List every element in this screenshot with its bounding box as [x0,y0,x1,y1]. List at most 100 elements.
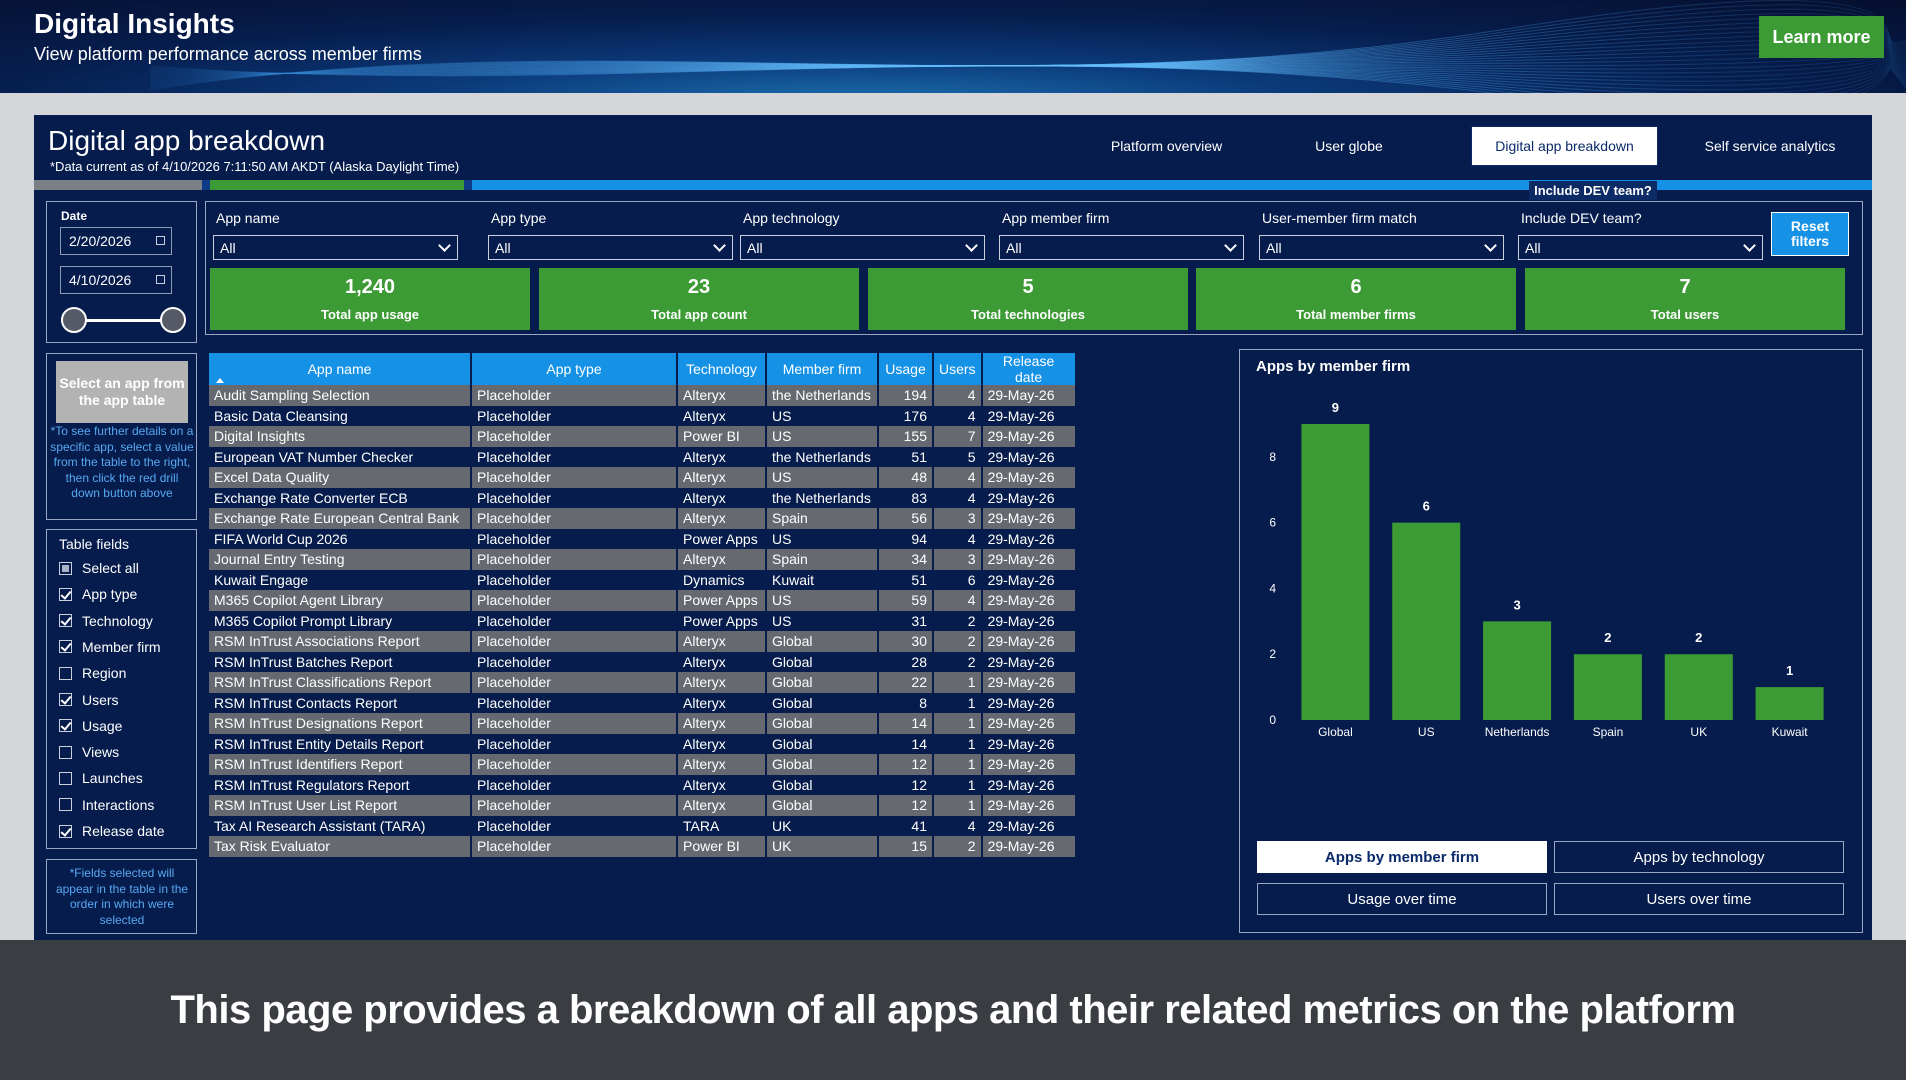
table-cell[interactable]: Global [766,692,879,713]
table-cell[interactable]: 29-May-26 [981,385,1077,406]
table-cell[interactable]: 29-May-26 [981,651,1077,672]
table-cell[interactable]: 2 [933,631,983,652]
table-cell[interactable]: 15 [878,836,934,857]
select-app-button[interactable]: Select an app from the app table [56,361,188,423]
table-cell[interactable]: 12 [878,754,934,775]
column-header-usage[interactable]: Usage [878,353,934,385]
table-cell[interactable]: 6 [933,569,983,590]
table-cell[interactable]: Exchange Rate Converter ECB [209,487,472,508]
table-row[interactable]: Kuwait Engage Placeholder Dynamics Kuwait 51… [209,569,1077,590]
column-header-release-date[interactable]: Release date [981,353,1077,385]
checkbox[interactable] [59,824,72,838]
table-cell[interactable]: Global [766,754,879,775]
table-cell[interactable]: 41 [878,815,934,836]
checkbox[interactable] [59,561,72,575]
table-cell[interactable]: 29-May-26 [981,446,1077,467]
table-cell[interactable]: Alteryx [677,733,767,754]
table-cell[interactable]: 2 [933,610,983,631]
table-cell[interactable]: Global [766,795,879,816]
table-cell[interactable]: Power Apps [677,528,767,549]
table-cell[interactable]: Placeholder [471,836,678,857]
table-cell[interactable]: 29-May-26 [981,692,1077,713]
table-cell[interactable]: Placeholder [471,508,678,529]
apps-by-technology-button[interactable]: Apps by technology [1554,841,1844,873]
table-cell[interactable]: Placeholder [471,795,678,816]
table-cell[interactable]: 29-May-26 [981,549,1077,570]
table-row[interactable]: Basic Data Cleansing Placeholder Alteryx US… [209,405,1077,426]
table-cell[interactable]: RSM InTrust Classifications Report [209,672,472,693]
table-cell[interactable]: RSM InTrust Batches Report [209,651,472,672]
table-cell[interactable]: Exchange Rate European Central Bank [209,508,472,529]
table-row[interactable]: RSM InTrust Designations Report Placehold… [209,713,1077,734]
table-cell[interactable]: 4 [933,405,983,426]
table-cell[interactable]: 3 [933,549,983,570]
table-cell[interactable]: US [766,405,879,426]
table-cell[interactable]: Placeholder [471,713,678,734]
table-cell[interactable]: 51 [878,569,934,590]
table-cell[interactable]: US [766,467,879,488]
table-cell[interactable]: 29-May-26 [981,467,1077,488]
apps-by-member-firm-button[interactable]: Apps by member firm [1257,841,1547,873]
table-cell[interactable]: 48 [878,467,934,488]
table-cell[interactable]: Audit Sampling Selection [209,385,472,406]
table-cell[interactable]: 56 [878,508,934,529]
usage-over-time-button[interactable]: Usage over time [1257,883,1547,915]
table-cell[interactable]: 29-May-26 [981,487,1077,508]
users-over-time-button[interactable]: Users over time [1554,883,1844,915]
field-option[interactable]: Technology [59,613,153,629]
table-cell[interactable]: US [766,610,879,631]
filter-dropdown[interactable]: All [1518,235,1763,260]
table-row[interactable]: RSM InTrust Identifiers Report Placeholde… [209,754,1077,775]
field-option[interactable]: Usage [59,718,122,734]
table-cell[interactable]: 4 [933,487,983,508]
table-cell[interactable]: 30 [878,631,934,652]
table-cell[interactable]: 7 [933,426,983,447]
filter-dropdown[interactable]: All [740,235,985,260]
table-cell[interactable]: 28 [878,651,934,672]
table-cell[interactable]: 59 [878,590,934,611]
table-row[interactable]: RSM InTrust Contacts Report Placeholder Al… [209,692,1077,713]
table-cell[interactable]: 29-May-26 [981,795,1077,816]
table-cell[interactable]: RSM InTrust Identifiers Report [209,754,472,775]
table-cell[interactable]: US [766,528,879,549]
table-cell[interactable]: 4 [933,528,983,549]
date-slider-start-handle[interactable] [61,307,87,333]
tab-user-globe[interactable]: User globe [1315,138,1383,154]
chevron-down-icon[interactable] [438,239,451,252]
table-cell[interactable]: 29-May-26 [981,569,1077,590]
bar-uk[interactable] [1664,654,1733,720]
table-row[interactable]: M365 Copilot Agent Library Placeholder Pow… [209,590,1077,611]
table-row[interactable]: RSM InTrust Entity Details Report Placeho… [209,733,1077,754]
table-cell[interactable]: 29-May-26 [981,508,1077,529]
table-cell[interactable]: Global [766,713,879,734]
bar-us[interactable] [1392,522,1461,720]
table-row[interactable]: RSM InTrust Regulators Report Placeholder… [209,774,1077,795]
table-cell[interactable]: 29-May-26 [981,405,1077,426]
table-cell[interactable]: 4 [933,467,983,488]
table-cell[interactable]: 5 [933,446,983,467]
start-date-input[interactable]: 2/20/2026 [60,227,172,255]
calendar-icon[interactable] [156,275,165,284]
table-cell[interactable]: Power Apps [677,610,767,631]
tab-digital-app-breakdown[interactable]: Digital app breakdown [1471,126,1658,166]
table-cell[interactable]: Basic Data Cleansing [209,405,472,426]
table-cell[interactable]: Global [766,651,879,672]
date-slider-track[interactable] [74,319,170,322]
table-cell[interactable]: RSM InTrust Entity Details Report [209,733,472,754]
checkbox[interactable] [59,798,72,812]
table-cell[interactable]: the Netherlands [766,487,879,508]
table-cell[interactable]: FIFA World Cup 2026 [209,528,472,549]
table-cell[interactable]: 29-May-26 [981,590,1077,611]
table-cell[interactable]: the Netherlands [766,446,879,467]
table-cell[interactable]: 2 [933,651,983,672]
table-cell[interactable]: UK [766,836,879,857]
table-cell[interactable]: 29-May-26 [981,631,1077,652]
field-option[interactable]: Member firm [59,639,161,655]
table-cell[interactable]: 29-May-26 [981,713,1077,734]
apps-table[interactable]: App name App type Technology Member firm… [209,353,1077,857]
table-cell[interactable]: Global [766,672,879,693]
bar-spain[interactable] [1573,654,1642,720]
table-cell[interactable]: Alteryx [677,692,767,713]
table-cell[interactable]: Journal Entry Testing [209,549,472,570]
end-date-input[interactable]: 4/10/2026 [60,266,172,294]
